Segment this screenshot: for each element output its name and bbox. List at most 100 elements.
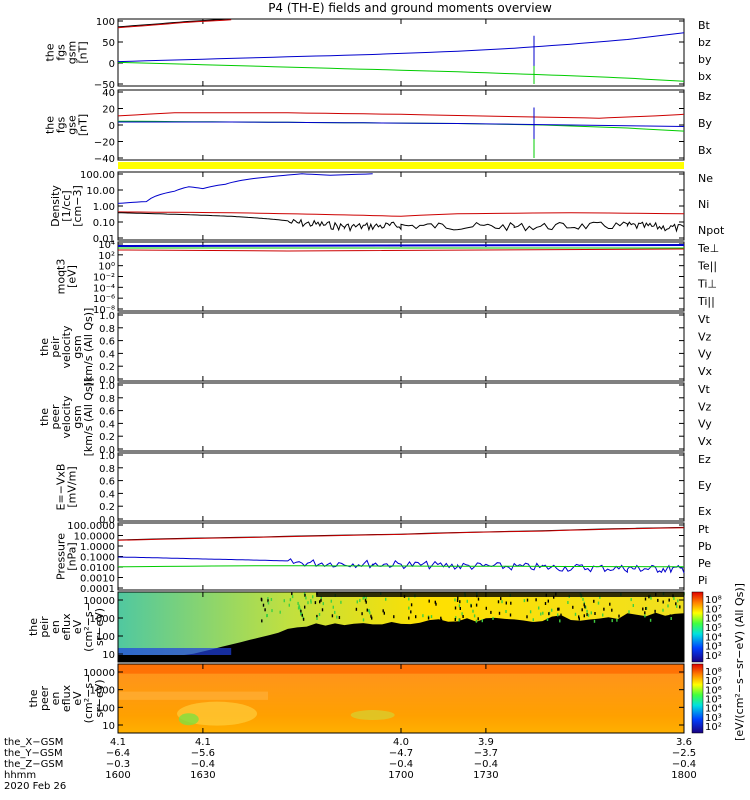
heatmap-peir-speckle bbox=[645, 607, 647, 610]
heatmap-peir-speckle bbox=[310, 600, 312, 604]
heatmap-peir-speckle bbox=[548, 612, 550, 616]
heatmap-peir-speckle bbox=[338, 616, 341, 619]
heatmap-peir-speckle bbox=[297, 601, 299, 605]
y-tick-label: 10⁻² bbox=[93, 273, 115, 284]
y-tick-label: 0.10 bbox=[93, 218, 115, 229]
x-axis-row-label: the_Z−GSM bbox=[4, 759, 63, 770]
heatmap-peir-speckle bbox=[544, 602, 547, 605]
heatmap-peir-speckle bbox=[364, 598, 367, 602]
heatmap-peir-speckle bbox=[547, 599, 549, 603]
heatmap-peir-speckle bbox=[270, 598, 273, 601]
legend-bt: Bt bbox=[698, 19, 711, 32]
y-axis-label: sr−eV) bbox=[93, 608, 106, 646]
x-axis-value: 4.0 bbox=[393, 737, 409, 748]
yellow-status-bar bbox=[118, 162, 684, 169]
heatmap-peir-speckle bbox=[267, 601, 270, 605]
colorbar-tick-label: 10⁴ bbox=[705, 704, 722, 715]
heatmap-peir-speckle bbox=[470, 604, 472, 608]
heatmap-peir-speckle bbox=[422, 614, 424, 618]
legend-vx: Vx bbox=[698, 365, 713, 378]
y-tick-label: 0.0100 bbox=[80, 563, 115, 574]
heatmap-peir-speckle bbox=[673, 597, 675, 600]
y-tick-label: 0.0 bbox=[99, 375, 115, 386]
heatmap-peir-speckle bbox=[466, 599, 468, 603]
x-axis-value: 1630 bbox=[190, 770, 215, 781]
y-tick-label: −50 bbox=[94, 80, 115, 91]
heatmap-peir-speckle bbox=[385, 597, 387, 601]
heatmap-peir-speckle bbox=[599, 595, 601, 599]
y-axis-label: the bbox=[27, 618, 40, 636]
y-tick-label: 10⁰ bbox=[98, 262, 115, 273]
x-axis-value: −4.7 bbox=[389, 748, 413, 759]
heatmap-peer-feature bbox=[178, 713, 199, 726]
heatmap-peir-speckle bbox=[322, 602, 324, 606]
heatmap-peir-speckle bbox=[316, 614, 318, 618]
heatmap-peir-speckle bbox=[462, 615, 464, 618]
heatmap-peir-speckle bbox=[526, 615, 528, 619]
y-axis-label: (cm²−s− bbox=[82, 674, 95, 724]
heatmap-peir-speckle bbox=[362, 618, 365, 622]
heatmap-peer-feature bbox=[350, 710, 395, 721]
legend-ni: Ni bbox=[698, 198, 709, 211]
heatmap-peir-speckle bbox=[649, 618, 652, 622]
y-tick-label: 100 bbox=[96, 17, 115, 28]
y-axis-label: gsm bbox=[71, 335, 84, 358]
panel-peir_eflux: 10000 1000 100 10 thepeirenefluxeV(cm²−s−sr−… bbox=[27, 591, 685, 663]
series-pi-line bbox=[117, 556, 685, 574]
colorbar-tick-label: 10² bbox=[705, 651, 722, 662]
y-tick-label: 10² bbox=[98, 251, 115, 262]
y-axis-label: peir bbox=[49, 336, 62, 358]
y-axis-label: eV bbox=[71, 619, 84, 634]
legend-ti: Ti|| bbox=[697, 295, 715, 308]
heatmap-peir-speckle bbox=[314, 601, 317, 605]
heatmap-peir-speckle bbox=[408, 616, 410, 620]
x-axis-value: −0.4 bbox=[389, 759, 413, 770]
heatmap-peir-speckle bbox=[587, 613, 590, 617]
heatmap-peir-speckle bbox=[298, 605, 301, 609]
panel-frame bbox=[117, 241, 685, 312]
heatmap-peir-speckle bbox=[300, 609, 302, 613]
heatmap-peir-speckle bbox=[304, 605, 306, 609]
y-tick-label: 0.2 bbox=[99, 502, 115, 513]
legend-vt: Vt bbox=[698, 313, 711, 326]
heatmap-peir-speckle bbox=[267, 599, 269, 603]
heatmap-peir-speckle bbox=[475, 603, 478, 607]
y-tick-label: 1.0000 bbox=[80, 542, 115, 553]
heatmap-peir-speckle bbox=[618, 614, 620, 618]
colorbar-tick-label: 10⁵ bbox=[705, 695, 722, 706]
heatmap-peir-speckle bbox=[632, 604, 634, 607]
heatmap-peer-feature bbox=[118, 691, 268, 700]
y-tick-label: 10⁻⁶ bbox=[93, 294, 115, 305]
legend-vx: Vx bbox=[698, 435, 713, 448]
heatmap-peir-speckle bbox=[581, 608, 583, 612]
legend-by: by bbox=[698, 53, 712, 66]
y-axis-label: the bbox=[38, 338, 51, 356]
y-axis-label: peer bbox=[49, 404, 62, 430]
heatmap-peir-speckle bbox=[500, 597, 502, 601]
heatmap-peir-speckle bbox=[510, 601, 512, 605]
colorbar-tick-label: 10⁶ bbox=[705, 614, 722, 625]
legend-bx: bx bbox=[698, 70, 712, 83]
x-axis-value: −0.4 bbox=[672, 759, 696, 770]
heatmap-peir-speckle bbox=[307, 601, 309, 605]
series-bx-line bbox=[117, 32, 685, 63]
heatmap-peir-speckle bbox=[393, 615, 395, 619]
heatmap-peir-speckle bbox=[454, 598, 456, 602]
heatmap-peir-speckle bbox=[485, 606, 487, 610]
y-tick-label: 0 bbox=[109, 59, 115, 70]
heatmap-peir-speckle bbox=[492, 616, 494, 620]
y-axis-label: [1/cc] bbox=[60, 190, 73, 221]
heatmap-peir-speckle bbox=[435, 602, 437, 606]
legend-bz: bz bbox=[698, 36, 711, 49]
heatmap-peir-speckle bbox=[410, 610, 412, 614]
y-tick-label: 1.00 bbox=[93, 202, 115, 213]
panel-density: 100.00 10.00 1.00 0.10 0.01 Density[1/cc][cm−… bbox=[49, 170, 725, 245]
y-axis-label: [km/s (All Qs)] bbox=[82, 308, 95, 387]
heatmap-peir-speckle bbox=[505, 610, 507, 613]
x-axis-value: 4.1 bbox=[195, 737, 211, 748]
heatmap-peir-speckle bbox=[535, 598, 537, 602]
y-axis-label: the bbox=[44, 43, 57, 61]
heatmap-peir-speckle bbox=[611, 608, 613, 612]
